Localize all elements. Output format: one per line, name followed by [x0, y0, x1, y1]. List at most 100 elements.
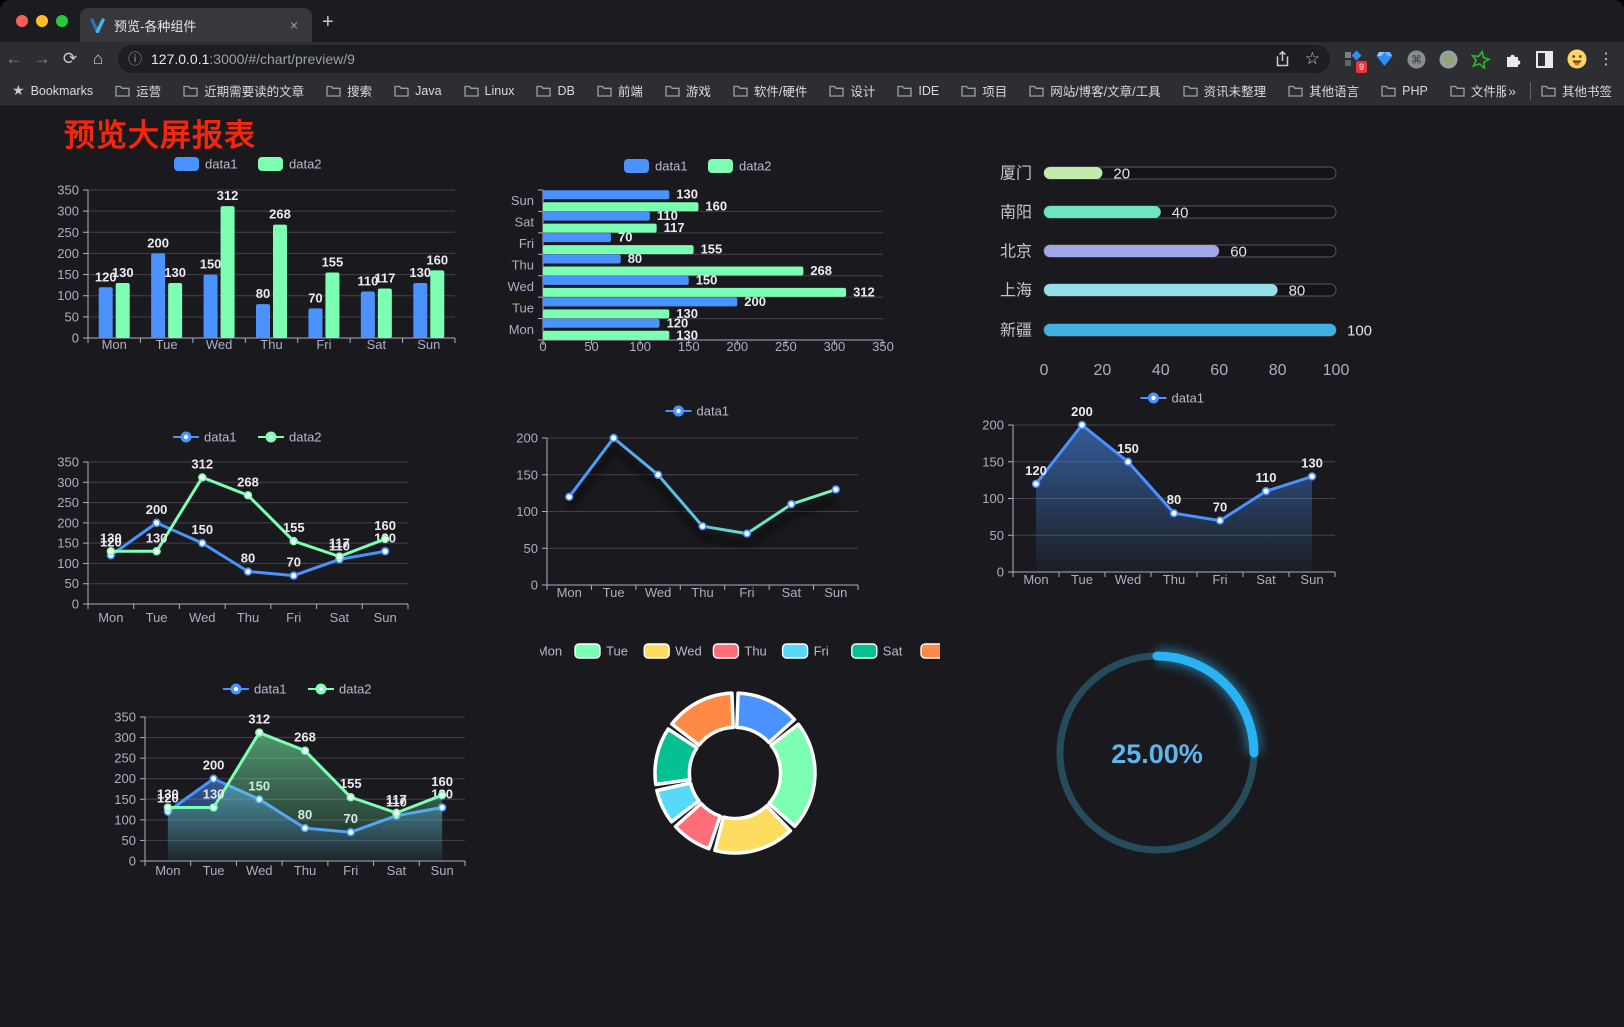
bookmark-folder[interactable]: 文件服务器 — [1450, 81, 1506, 100]
svg-text:312: 312 — [853, 284, 875, 299]
reload-button[interactable]: ⟳ — [62, 49, 78, 68]
folder-icon — [183, 85, 198, 97]
bookmark-folder[interactable]: 搜索 — [326, 81, 372, 100]
svg-text:110: 110 — [329, 538, 350, 553]
svg-text:80: 80 — [241, 551, 255, 566]
bookmark-folder[interactable]: 近期需要读的文章 — [183, 81, 304, 100]
bookmark-folder[interactable]: 运营 — [115, 81, 161, 100]
svg-text:100: 100 — [1323, 362, 1350, 379]
svg-text:70: 70 — [286, 555, 300, 570]
bookmark-folder[interactable]: Linux — [463, 84, 514, 98]
bookmark-folder[interactable]: 资讯未整理 — [1182, 81, 1266, 100]
svg-text:50: 50 — [65, 576, 79, 591]
folder-icon — [463, 85, 479, 97]
svg-text:150: 150 — [516, 467, 538, 482]
tab-strip: 预览-各种组件 × + — [0, 0, 1624, 42]
svg-text:300: 300 — [57, 204, 79, 219]
bookmark-folder[interactable]: 项目 — [961, 81, 1007, 100]
site-info-icon[interactable]: ⓘ — [128, 51, 142, 67]
svg-text:Sat: Sat — [387, 863, 407, 878]
tab-close-icon[interactable]: × — [289, 17, 298, 33]
svg-text:40: 40 — [1152, 362, 1170, 379]
svg-text:200: 200 — [516, 431, 538, 446]
svg-text:70: 70 — [618, 230, 632, 245]
bookmark-folder[interactable]: Java — [394, 84, 442, 98]
extension-dot-icon[interactable] — [1438, 49, 1459, 70]
bookmark-folder[interactable]: 网站/博客/文章/工具 — [1029, 81, 1161, 100]
extension-badge: 9 — [1355, 60, 1367, 73]
extension-emoji-icon[interactable] — [1566, 49, 1587, 70]
bookmark-folder[interactable]: 其他语言 — [1288, 81, 1359, 100]
bookmark-folder[interactable]: IDE — [897, 84, 939, 98]
folder-icon — [1381, 85, 1396, 97]
svg-text:312: 312 — [191, 456, 213, 471]
svg-text:data1: data1 — [655, 159, 688, 174]
extension-star-icon[interactable] — [1470, 49, 1491, 70]
extension-grid-icon[interactable]: 9 — [1342, 49, 1367, 73]
share-icon[interactable] — [1274, 50, 1291, 68]
grouped-bar-chart: data1 data2 0 50 100 150 200 250 300 350 Mon Tue Wed… — [40, 150, 460, 365]
svg-text:120: 120 — [157, 791, 179, 806]
svg-text:120: 120 — [100, 534, 122, 549]
bookmarks-overflow-chevron[interactable]: » — [1508, 82, 1516, 99]
extension-split-square-icon[interactable] — [1534, 49, 1555, 70]
svg-text:data2: data2 — [289, 157, 322, 172]
svg-text:160: 160 — [705, 199, 727, 214]
home-button[interactable]: ⌂ — [92, 49, 104, 68]
svg-text:300: 300 — [824, 339, 846, 354]
bookmark-folder[interactable]: 设计 — [829, 81, 875, 100]
bookmark-folder[interactable]: PHP — [1381, 84, 1428, 98]
svg-text:250: 250 — [57, 495, 79, 510]
url-bar[interactable]: ⓘ 127.0.0.1:3000/#/chart/preview/9 ☆ — [118, 45, 1330, 73]
svg-text:117: 117 — [374, 271, 395, 286]
browser-tab[interactable]: 预览-各种组件 × — [80, 8, 312, 42]
svg-text:268: 268 — [810, 263, 832, 278]
extension-gem-icon[interactable] — [1374, 49, 1395, 70]
svg-text:100: 100 — [982, 491, 1004, 506]
bookmark-star-icon[interactable]: ☆ — [1304, 49, 1320, 68]
svg-text:Sun: Sun — [824, 585, 847, 600]
svg-text:110: 110 — [657, 208, 678, 223]
bookmark-folder[interactable]: 软件/硬件 — [733, 81, 807, 100]
close-window-button[interactable] — [16, 15, 28, 27]
bookmark-folder[interactable]: 游戏 — [665, 81, 711, 100]
bookmark-folder[interactable]: DB — [536, 84, 575, 98]
bookmark-folder[interactable]: 前端 — [597, 81, 643, 100]
svg-text:Fri: Fri — [814, 644, 829, 659]
svg-text:100: 100 — [57, 556, 79, 571]
forward-button[interactable]: → — [33, 49, 51, 68]
new-tab-button[interactable]: + — [322, 11, 334, 33]
svg-text:南阳: 南阳 — [1000, 204, 1032, 222]
svg-text:150: 150 — [678, 339, 700, 354]
svg-text:155: 155 — [701, 242, 723, 257]
percent-gauge: 25.00% — [1040, 635, 1275, 875]
bookmarks-manager[interactable]: ★ Bookmarks — [12, 82, 94, 98]
extensions-puzzle-icon[interactable] — [1502, 49, 1523, 70]
svg-text:150: 150 — [982, 454, 1004, 469]
svg-text:50: 50 — [990, 528, 1004, 543]
svg-text:Tue: Tue — [1071, 572, 1093, 587]
extension-command-icon[interactable]: ⌘ — [1406, 49, 1427, 70]
svg-text:Sun: Sun — [1300, 572, 1323, 587]
svg-text:130: 130 — [676, 306, 698, 321]
svg-text:350: 350 — [57, 183, 79, 198]
folder-icon — [961, 85, 976, 97]
other-bookmarks-folder[interactable]: 其他书签 — [1541, 81, 1612, 100]
svg-text:Thu: Thu — [691, 585, 713, 600]
svg-text:350: 350 — [114, 710, 136, 725]
zoom-window-button[interactable] — [56, 15, 68, 27]
svg-text:Tue: Tue — [603, 585, 625, 600]
page-title: 预览大屏报表 — [64, 118, 256, 153]
svg-text:25.00%: 25.00% — [1111, 739, 1203, 769]
back-button[interactable]: ← — [5, 49, 23, 68]
svg-text:130: 130 — [112, 265, 134, 280]
svg-text:上海: 上海 — [1000, 282, 1032, 300]
svg-text:300: 300 — [114, 730, 136, 745]
minimize-window-button[interactable] — [36, 15, 48, 27]
svg-text:200: 200 — [744, 294, 766, 309]
folder-icon — [1029, 85, 1044, 97]
svg-text:200: 200 — [146, 502, 168, 517]
browser-menu-icon[interactable]: ⋮ — [1598, 51, 1614, 68]
svg-text:130: 130 — [676, 327, 698, 342]
svg-text:Fri: Fri — [739, 585, 754, 600]
